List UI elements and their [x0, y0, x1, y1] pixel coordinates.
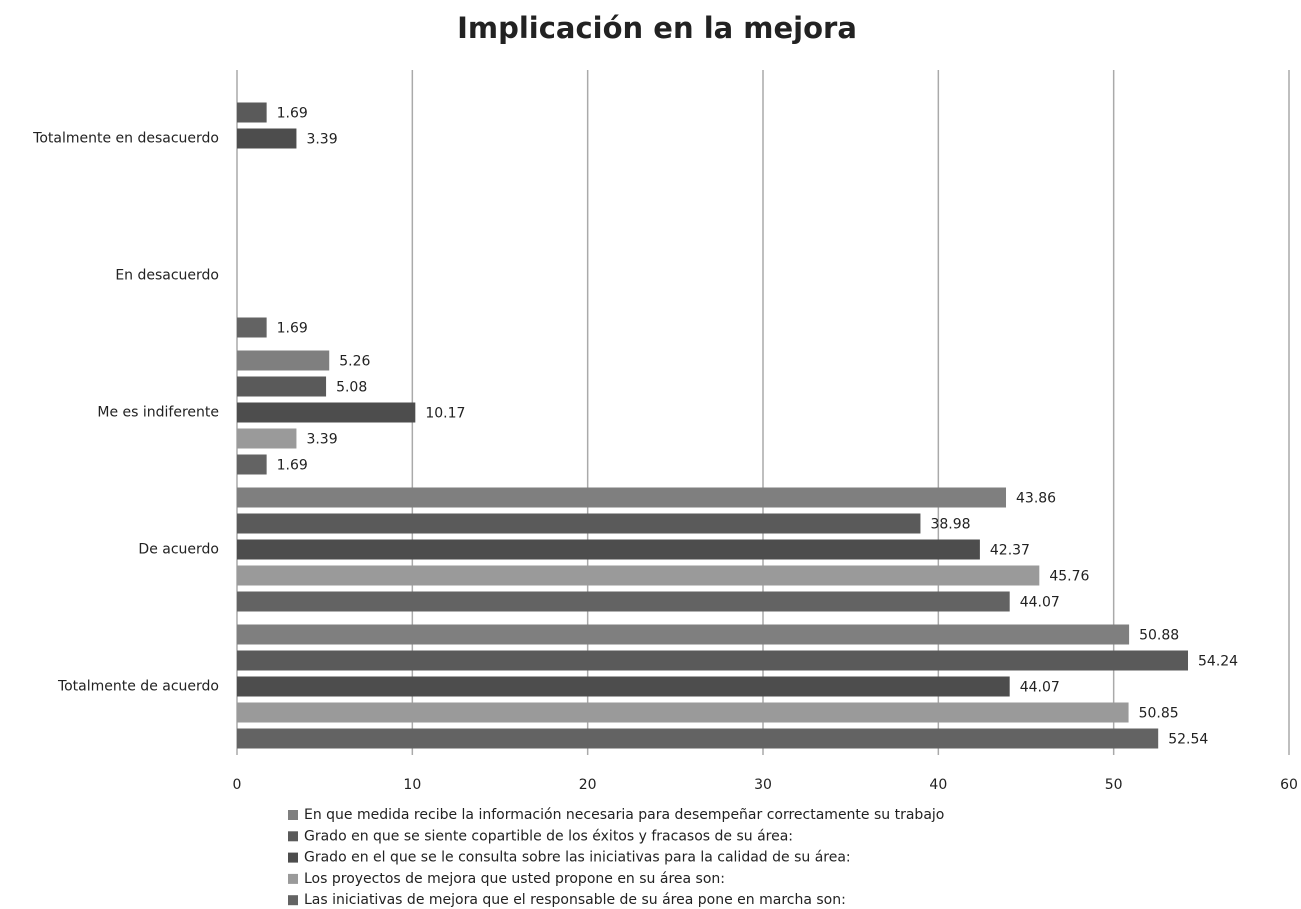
legend-label: Grado en que se siente copartible de los…	[304, 828, 793, 844]
data-label: 1.69	[277, 321, 308, 337]
legend-label: Las iniciativas de mejora que el respons…	[304, 892, 846, 908]
bar	[237, 454, 267, 475]
legend-label: Los proyectos de mejora que usted propon…	[304, 871, 725, 887]
data-label: 43.86	[1016, 491, 1056, 507]
bar	[237, 350, 330, 371]
data-label: 5.08	[336, 380, 367, 396]
data-label: 42.37	[990, 543, 1030, 559]
x-tick-label: 40	[929, 777, 947, 793]
data-label: 44.07	[1020, 680, 1060, 696]
data-label: 38.98	[930, 517, 970, 533]
data-label: 50.88	[1139, 628, 1179, 644]
legend-swatch	[288, 873, 298, 884]
x-tick-label: 0	[233, 777, 242, 793]
bar	[237, 676, 1010, 697]
bar	[237, 428, 297, 449]
x-tick-label: 60	[1280, 777, 1298, 793]
legend-label: En que medida recibe la información nece…	[304, 807, 944, 823]
chart-title: Implicación en la mejora	[457, 11, 857, 45]
y-tick-label: Totalmente de acuerdo	[57, 679, 219, 695]
y-tick-label: De acuerdo	[138, 542, 219, 558]
legend-swatch	[288, 895, 298, 906]
data-label: 10.17	[425, 406, 465, 422]
bar	[237, 317, 267, 338]
data-label: 50.85	[1139, 706, 1179, 722]
bar	[237, 728, 1159, 749]
bar	[237, 539, 980, 560]
data-label: 3.39	[306, 432, 337, 448]
bar	[237, 650, 1189, 671]
data-label: 44.07	[1020, 595, 1060, 611]
data-label: 5.26	[339, 354, 370, 370]
bar	[237, 591, 1010, 612]
x-tick-label: 20	[579, 777, 597, 793]
bar	[237, 487, 1007, 508]
data-label: 45.76	[1049, 569, 1089, 585]
x-tick-label: 10	[403, 777, 421, 793]
y-tick-label: En desacuerdo	[115, 268, 219, 284]
legend-label: Grado en el que se le consulta sobre las…	[304, 850, 851, 866]
data-label: 3.39	[306, 132, 337, 148]
data-label: 1.69	[277, 458, 308, 474]
data-label: 52.54	[1168, 732, 1208, 748]
legend-swatch	[288, 831, 298, 842]
legend-swatch	[288, 810, 298, 820]
bar	[237, 702, 1129, 723]
bar	[237, 624, 1130, 645]
y-tick-label: Me es indiferente	[97, 405, 219, 421]
x-tick-label: 30	[754, 777, 772, 793]
bar	[237, 102, 267, 123]
legend-swatch	[288, 852, 298, 863]
bar	[237, 513, 921, 534]
bar	[237, 128, 297, 149]
data-label: 54.24	[1198, 654, 1238, 670]
bar	[237, 402, 416, 423]
bar	[237, 376, 327, 397]
bar	[237, 565, 1040, 586]
data-label: 1.69	[277, 106, 308, 122]
y-tick-label: Totalmente en desacuerdo	[32, 131, 219, 147]
x-tick-label: 50	[1105, 777, 1123, 793]
